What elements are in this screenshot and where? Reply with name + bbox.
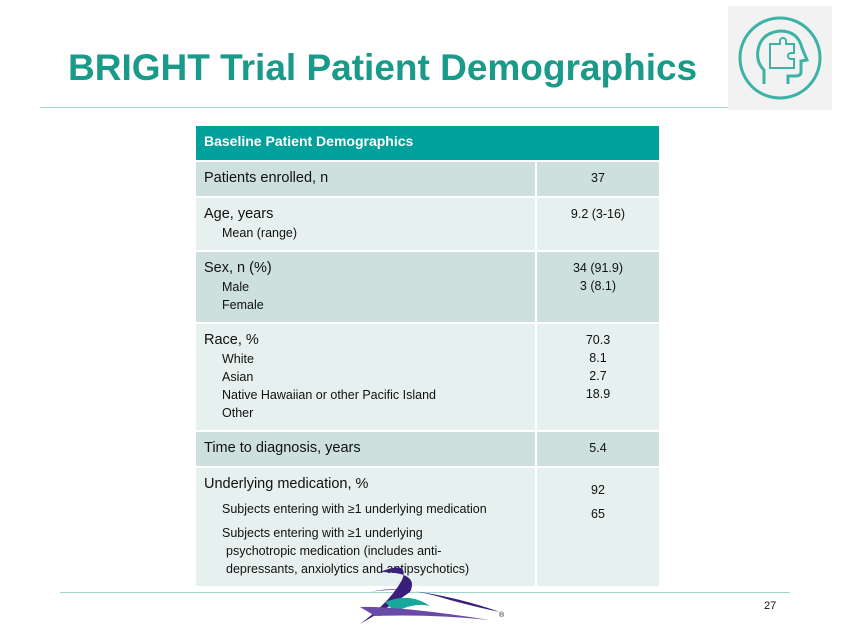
- item-label-line: Subjects entering with ≥1 underlying med…: [222, 502, 487, 516]
- logo: [360, 567, 500, 624]
- row-label: Race, %: [204, 332, 259, 348]
- table-row: Race, % White Asian Native Hawaiian or othe…: [196, 324, 659, 432]
- row-label: Sex, n (%): [204, 260, 272, 276]
- value-cell: 34 (91.9) 3 (8.1): [537, 252, 659, 322]
- item-label: Mean (range): [222, 226, 298, 240]
- item-label: Male: [222, 280, 250, 294]
- item-value: 65: [591, 507, 605, 521]
- item-value: 92: [591, 483, 605, 497]
- value-cell: 70.3 8.1 2.7 18.9: [537, 324, 659, 430]
- item-value: 2.7: [589, 369, 607, 383]
- row-label: Underlying medication, %: [204, 476, 369, 492]
- item-label-line: psychotropic medication (includes anti-: [226, 544, 442, 558]
- demographics-table: Baseline Patient Demographics Patients e…: [196, 126, 659, 588]
- table-row: Age, years Mean (range) 9.2 (3-16): [196, 198, 659, 252]
- table-title: Baseline Patient Demographics: [196, 126, 659, 162]
- item-label: Subjects entering with ≥1 underlying med…: [204, 500, 527, 518]
- page-number: 27: [764, 600, 777, 612]
- item-value: 18.9: [585, 387, 611, 401]
- footer-rule: [60, 592, 790, 593]
- table-row: Patients enrolled, n 37: [196, 162, 659, 198]
- table-row: Time to diagnosis, years 5.4: [196, 432, 659, 468]
- label-cell: Race, % White Asian Native Hawaiian or othe…: [196, 324, 535, 430]
- label-cell: Age, years Mean (range): [196, 198, 535, 250]
- label-cell: Sex, n (%) Male Female: [196, 252, 535, 322]
- title-rule: [40, 107, 782, 108]
- item-label: Asian: [222, 370, 254, 384]
- table-row: Sex, n (%) Male Female 34 (91.9) 3 (8.1): [196, 252, 659, 324]
- row-value: 5.4: [589, 441, 607, 455]
- label-cell: Time to diagnosis, years: [196, 432, 535, 466]
- item-label: Subjects entering with ≥1 underlying psyc…: [204, 524, 527, 578]
- table-row: Underlying medication, % Subjects enterin…: [196, 468, 659, 588]
- item-label: Native Hawaiian or other Pacific Island: [222, 388, 436, 402]
- label-cell: Underlying medication, % Subjects enterin…: [196, 468, 535, 586]
- row-label: Patients enrolled, n: [204, 170, 329, 186]
- row-value: 37: [591, 171, 605, 185]
- item-label-line: Subjects entering with ≥1 underlying: [222, 526, 423, 540]
- item-value: 3 (8.1): [579, 279, 617, 293]
- slide-title: BRIGHT Trial Patient Demographics: [68, 47, 698, 88]
- item-label: White: [222, 352, 254, 366]
- item-value: 8.1: [589, 351, 607, 365]
- item-label: Female: [222, 298, 264, 312]
- item-value: 34 (91.9): [572, 261, 624, 275]
- label-cell: Patients enrolled, n: [196, 162, 535, 196]
- icon: [728, 6, 832, 110]
- value-cell: 37: [537, 162, 659, 196]
- row-label: Time to diagnosis, years: [204, 440, 361, 456]
- row-label: Age, years: [204, 206, 274, 222]
- item-label: Other: [222, 406, 254, 420]
- value-cell: 5.4: [537, 432, 659, 466]
- item-value: 9.2 (3-16): [570, 207, 626, 221]
- item-label-line: depressants, anxiolytics and antipsychot…: [226, 562, 470, 576]
- registered-mark: ®: [499, 612, 505, 619]
- item-value: 70.3: [585, 333, 611, 347]
- value-cell: 9.2 (3-16): [537, 198, 659, 250]
- value-cell: 92 65: [537, 468, 659, 586]
